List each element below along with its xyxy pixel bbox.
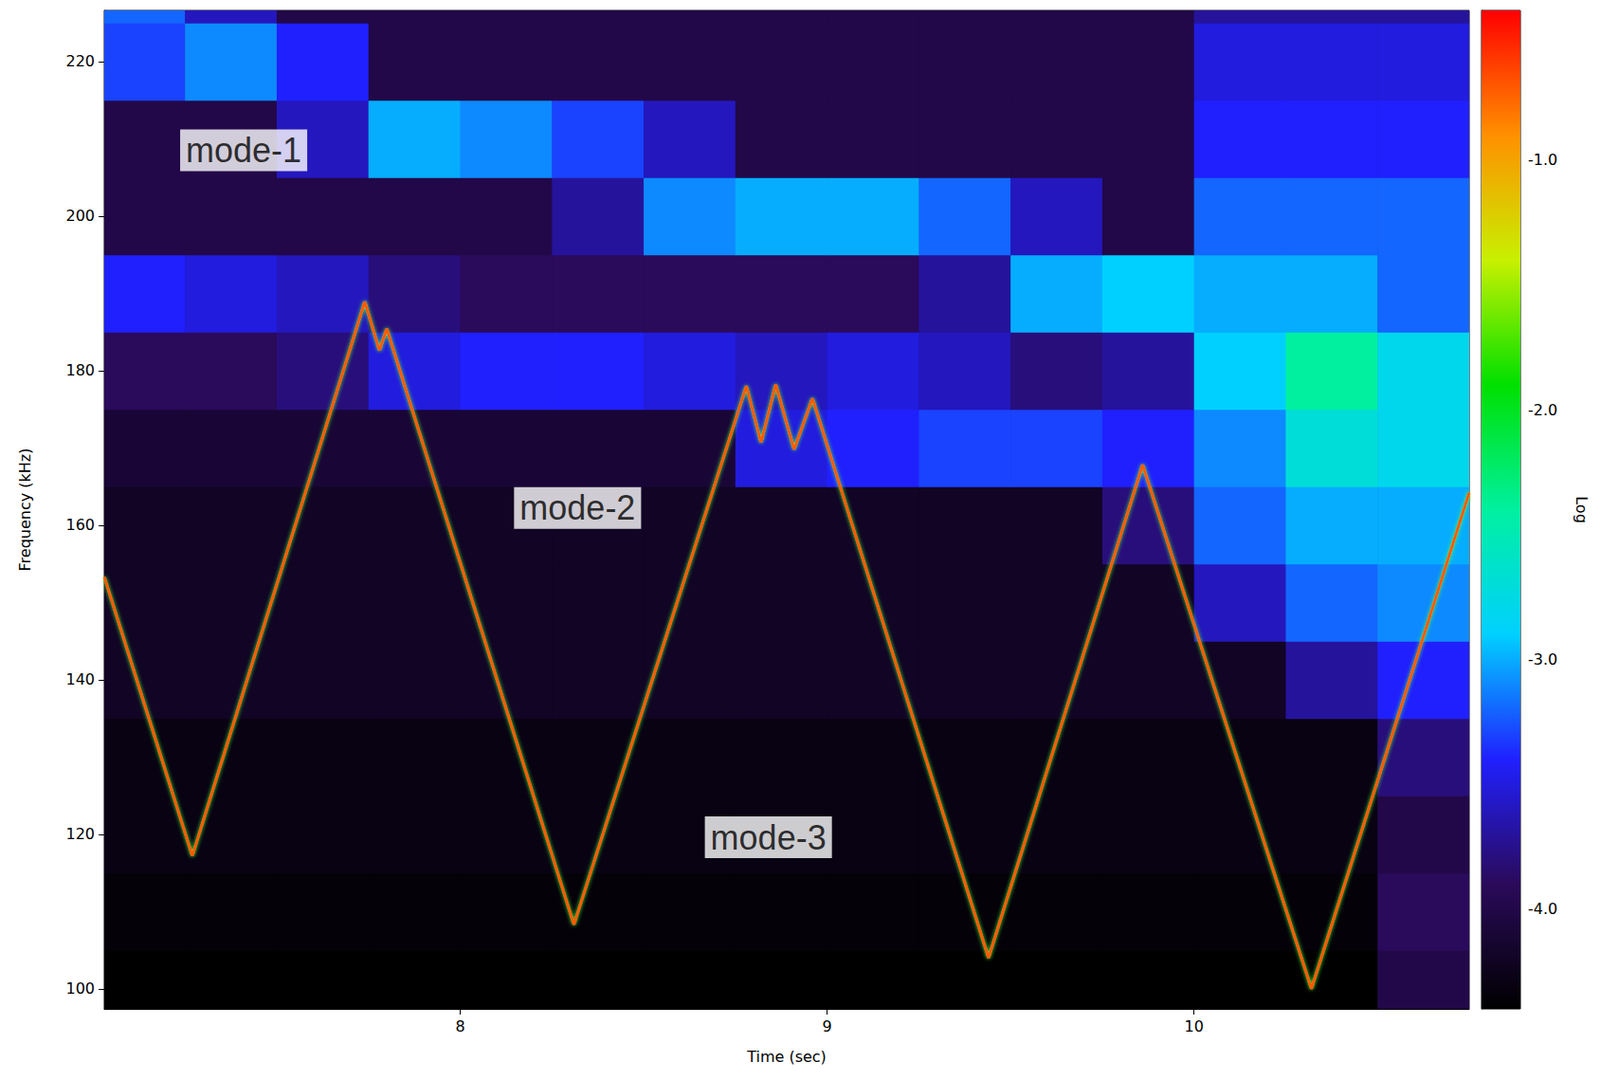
svg-text:200: 200 bbox=[65, 206, 95, 225]
svg-text:220: 220 bbox=[65, 52, 95, 71]
svg-text:120: 120 bbox=[65, 824, 95, 843]
svg-text:160: 160 bbox=[65, 515, 95, 534]
svg-text:-3.0: -3.0 bbox=[1527, 650, 1558, 669]
svg-text:mode-3: mode-3 bbox=[710, 818, 827, 857]
svg-text:mode-1: mode-1 bbox=[185, 130, 302, 170]
svg-text:-2.0: -2.0 bbox=[1527, 400, 1558, 419]
svg-text:-4.0: -4.0 bbox=[1527, 899, 1558, 918]
svg-text:mode-2: mode-2 bbox=[519, 488, 636, 528]
svg-text:Time (sec): Time (sec) bbox=[745, 1047, 827, 1066]
svg-text:180: 180 bbox=[65, 361, 95, 380]
svg-text:-1.0: -1.0 bbox=[1527, 150, 1558, 169]
svg-text:140: 140 bbox=[65, 670, 95, 689]
svg-text:10: 10 bbox=[1183, 1017, 1203, 1036]
svg-text:Frequency (kHz): Frequency (kHz) bbox=[16, 448, 35, 572]
svg-text:8: 8 bbox=[454, 1017, 465, 1036]
svg-text:100: 100 bbox=[65, 979, 95, 998]
svg-text:9: 9 bbox=[821, 1017, 832, 1036]
svg-text:Log: Log bbox=[1572, 495, 1591, 524]
